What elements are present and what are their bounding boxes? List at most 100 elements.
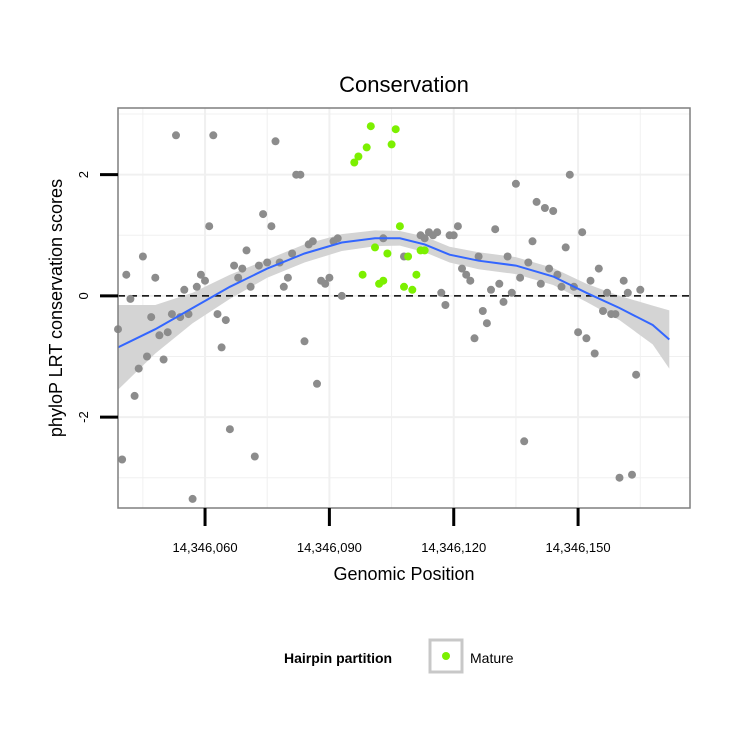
data-point: [122, 270, 131, 279]
x-axis-title: Genomic Position: [333, 564, 474, 584]
data-point: [221, 316, 230, 325]
data-point: [561, 243, 570, 252]
mature-data-point: [358, 270, 367, 279]
data-point: [516, 273, 525, 282]
x-tick-label: 14,346,090: [297, 540, 362, 555]
data-point: [437, 288, 446, 297]
data-point: [151, 273, 160, 282]
data-point: [462, 270, 471, 279]
data-point: [321, 279, 330, 288]
data-point: [143, 352, 151, 361]
data-point: [254, 261, 263, 270]
data-point: [628, 470, 636, 479]
data-point: [300, 337, 309, 346]
data-point: [503, 252, 512, 261]
data-point: [636, 285, 645, 294]
data-point: [134, 364, 143, 373]
y-tick-label: 2: [76, 171, 91, 178]
data-point: [478, 307, 487, 315]
data-point: [632, 370, 641, 379]
data-point: [549, 207, 558, 215]
data-point: [180, 285, 189, 294]
legend: Hairpin partition Mature: [284, 638, 514, 674]
data-point: [246, 282, 255, 291]
legend-label-mature: Mature: [470, 650, 514, 666]
data-point: [586, 276, 595, 285]
data-point: [313, 379, 321, 388]
legend-mature-dot: [442, 652, 450, 660]
data-point: [147, 313, 156, 322]
data-point: [234, 273, 243, 282]
mature-data-point: [400, 282, 408, 291]
x-tick-label: 14,346,120: [421, 540, 486, 555]
data-point: [196, 270, 205, 279]
data-point: [288, 249, 297, 258]
mature-data-point: [391, 125, 400, 134]
data-point: [487, 285, 495, 294]
data-point: [271, 137, 280, 146]
data-point: [545, 264, 554, 273]
data-point: [582, 334, 591, 343]
data-point: [491, 225, 500, 234]
data-point: [155, 331, 164, 340]
data-point: [449, 231, 458, 240]
mature-data-point: [371, 243, 379, 252]
data-point: [279, 282, 288, 291]
mature-data-point: [350, 158, 359, 167]
data-point: [603, 288, 612, 297]
x-tick-label: 14,346,060: [173, 540, 238, 555]
data-point: [188, 494, 197, 503]
data-point: [217, 343, 226, 352]
data-point: [578, 228, 587, 237]
data-point: [420, 234, 429, 243]
legend-key: [428, 638, 464, 674]
legend-title: Hairpin partition: [284, 650, 392, 666]
mature-data-point: [379, 276, 388, 285]
data-point: [524, 258, 533, 267]
data-point: [267, 222, 276, 231]
data-point: [225, 425, 234, 434]
y-tick-label: -2: [76, 411, 91, 423]
chart-title: Conservation: [339, 72, 469, 97]
mature-data-point: [354, 152, 363, 161]
data-point: [250, 452, 259, 461]
data-point: [159, 355, 168, 364]
data-point: [623, 288, 632, 297]
data-point: [611, 310, 620, 319]
data-point: [536, 279, 545, 288]
data-point: [474, 252, 483, 261]
data-point: [283, 273, 292, 282]
mature-data-point: [412, 270, 421, 279]
data-point: [590, 349, 599, 358]
data-point: [126, 294, 135, 303]
data-point: [163, 328, 172, 337]
data-point: [192, 282, 201, 291]
mature-points: [350, 122, 429, 294]
data-point: [209, 131, 218, 140]
data-point: [599, 307, 607, 315]
data-point: [118, 455, 127, 464]
data-point: [205, 222, 214, 231]
mature-data-point: [404, 252, 413, 261]
data-point: [594, 264, 603, 273]
data-point: [528, 237, 537, 246]
data-point: [130, 391, 139, 400]
data-point: [565, 170, 574, 179]
data-point: [238, 264, 247, 273]
y-axis: -2 0 2: [76, 171, 118, 423]
data-point: [172, 131, 180, 140]
smooth-trend-line: [117, 237, 670, 349]
data-point: [167, 310, 176, 319]
data-point: [540, 204, 549, 212]
data-point: [213, 310, 222, 319]
data-point: [138, 252, 147, 261]
data-point: [308, 237, 317, 246]
plot-border: [117, 107, 691, 509]
data-point: [259, 210, 268, 219]
data-point: [557, 282, 566, 291]
data-point: [453, 222, 462, 231]
x-tick-label: 14,346,150: [546, 540, 611, 555]
data-point: [520, 437, 529, 446]
data-point: [574, 328, 583, 337]
